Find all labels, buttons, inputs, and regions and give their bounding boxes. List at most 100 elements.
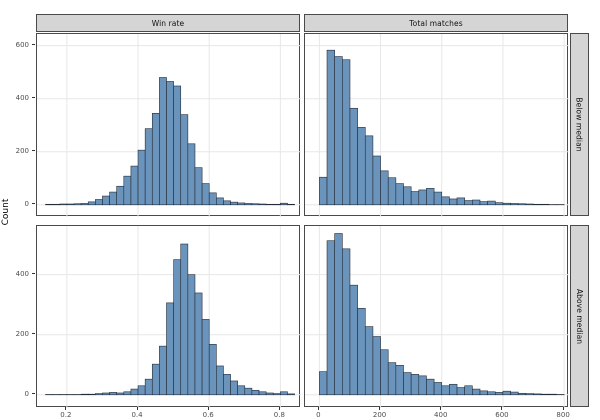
histogram-bar — [159, 77, 167, 206]
histogram-bar — [287, 393, 295, 396]
histogram-winrate-below-median — [37, 34, 301, 217]
histogram-bar — [166, 302, 174, 396]
histogram-bar — [517, 203, 527, 206]
histogram-bar — [173, 85, 182, 206]
histogram-bar — [194, 167, 203, 206]
histogram-winrate-above-median — [37, 226, 301, 408]
histogram-bar — [187, 143, 196, 206]
y-tick-mark — [32, 150, 35, 152]
histogram-bar — [180, 114, 189, 206]
y-tick-label: 200 — [15, 146, 29, 155]
y-axis-title: Count — [1, 198, 11, 226]
histogram-bar — [426, 378, 435, 396]
histogram-bar — [223, 374, 231, 396]
histogram-bar — [395, 183, 404, 206]
histogram-bar — [364, 326, 374, 396]
histogram-bar — [109, 191, 117, 206]
histogram-bar — [151, 113, 160, 206]
histogram-bar — [319, 176, 328, 206]
x-tick-mark — [136, 407, 138, 410]
y-tick-label: 200 — [15, 329, 29, 338]
histogram-bar — [441, 196, 450, 206]
panel-winrate-above-median — [36, 225, 301, 408]
y-tick-mark — [32, 203, 35, 205]
facet-strip-label: Below median — [575, 97, 585, 152]
y-tick-label: 400 — [15, 269, 29, 278]
histogram-bar — [80, 393, 89, 396]
histogram-bar — [487, 391, 496, 396]
x-tick-label: 0.4 — [131, 411, 143, 419]
histogram-bar — [479, 201, 488, 206]
histogram-bar — [166, 81, 174, 206]
histogram-bar — [87, 393, 96, 396]
histogram-bar — [265, 203, 274, 206]
histogram-bar — [116, 185, 125, 206]
histogram-bar — [349, 107, 358, 206]
histogram-bar — [372, 155, 381, 206]
histogram-bar — [418, 375, 427, 396]
facet-strip-above-median: Above median — [570, 225, 589, 407]
x-tick-mark — [317, 407, 319, 410]
histogram-bar — [334, 233, 343, 396]
histogram-bar — [380, 349, 389, 396]
x-tick-label: 400 — [434, 411, 448, 419]
histogram-bar — [349, 284, 358, 396]
histogram-bar — [59, 203, 68, 206]
histogram-bar — [433, 191, 443, 206]
x-tick-label: 200 — [372, 411, 387, 419]
histogram-bar — [342, 248, 351, 396]
histogram-bar — [80, 203, 89, 206]
histogram-bar — [540, 393, 550, 396]
histogram-bar — [487, 200, 496, 206]
x-tick-mark — [65, 407, 67, 410]
histogram-bar — [216, 197, 224, 206]
histogram-bar — [517, 392, 527, 396]
histogram-bar — [173, 259, 182, 396]
x-tick-mark — [440, 407, 442, 410]
x-tick-mark — [278, 407, 280, 410]
histogram-bar — [251, 203, 260, 206]
histogram-bar — [319, 371, 328, 396]
histogram-bar — [533, 393, 542, 396]
histogram-bar — [208, 192, 217, 206]
histogram-bar — [380, 170, 389, 206]
y-tick-label: 600 — [15, 40, 29, 49]
facet-strip-total-matches: Total matches — [304, 14, 568, 32]
histogram-bar — [387, 362, 397, 396]
x-tick-mark — [562, 407, 564, 410]
histogram-bar — [251, 389, 260, 396]
facet-strip-label: Total matches — [409, 18, 463, 28]
histogram-bar — [326, 49, 335, 206]
histogram-bar — [272, 203, 281, 206]
x-tick-label: 0 — [316, 411, 321, 419]
histogram-bar — [472, 199, 481, 206]
histogram-bar — [109, 392, 117, 396]
histogram-totalmatches-above-median — [305, 226, 569, 408]
histogram-bar — [403, 372, 412, 396]
y-tick-label: 0 — [24, 389, 29, 398]
histogram-bar — [258, 391, 267, 396]
facet-strip-below-median: Below median — [570, 33, 589, 216]
histogram-bar — [237, 385, 246, 396]
histogram-bar — [525, 203, 534, 206]
histogram-bar — [410, 191, 420, 206]
histogram-bar — [387, 177, 397, 206]
histogram-bar — [449, 383, 458, 396]
histogram-bar — [123, 391, 132, 396]
histogram-bar — [510, 203, 519, 206]
histogram-bar — [533, 203, 542, 206]
y-tick-mark — [32, 273, 35, 275]
histogram-bar — [433, 382, 443, 396]
histogram-bar — [410, 374, 420, 396]
histogram-bar — [456, 387, 465, 396]
histogram-bar — [52, 203, 61, 206]
histogram-bar — [525, 393, 534, 396]
histogram-bar — [144, 128, 153, 206]
facet-strip-win-rate: Win rate — [36, 14, 300, 32]
histogram-bar — [372, 336, 381, 396]
histogram-bar — [137, 149, 146, 206]
histogram-bar — [102, 195, 110, 206]
histogram-bar — [464, 385, 473, 396]
histogram-bar — [357, 127, 366, 206]
x-tick-mark — [501, 407, 503, 410]
